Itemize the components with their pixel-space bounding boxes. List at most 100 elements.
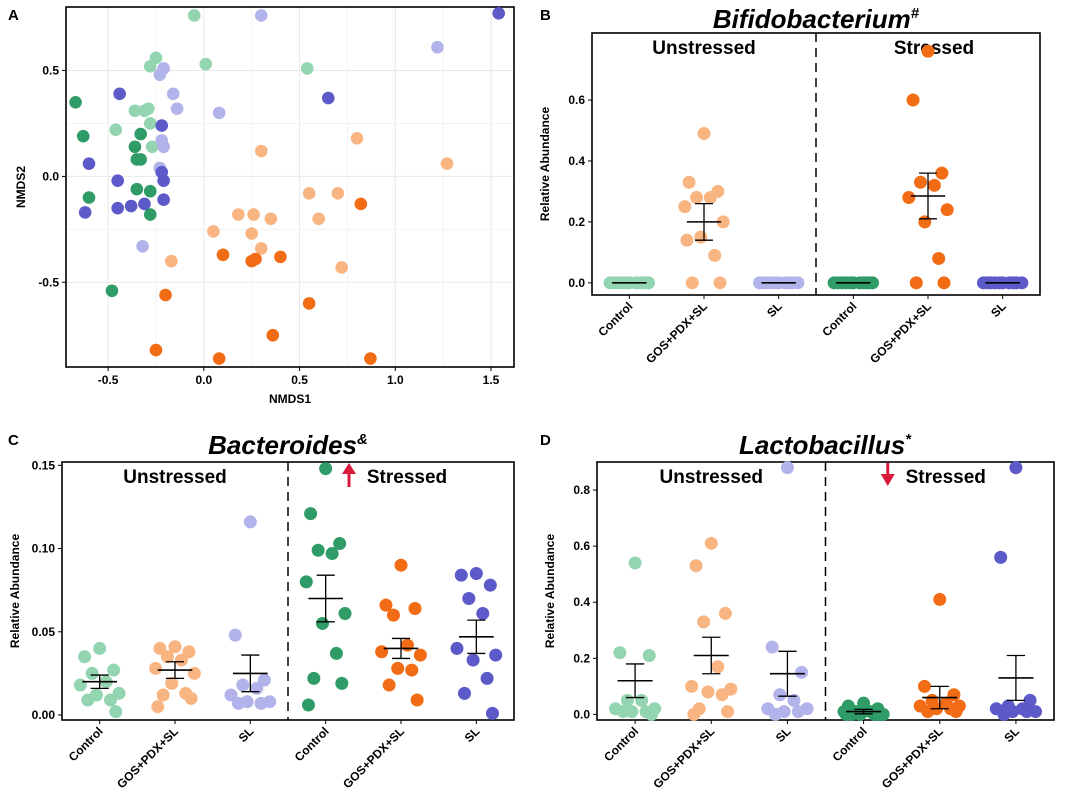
data-point [160, 650, 174, 664]
x-category-label: GOS+PDX+SL [879, 724, 946, 791]
scatter-point [212, 352, 226, 365]
scatter-point [312, 212, 326, 226]
data-point [304, 507, 318, 521]
data-point [335, 676, 349, 690]
data-point [994, 550, 1008, 564]
data-point [319, 462, 333, 476]
x-category-label: GOS+PDX+SL [340, 724, 407, 791]
data-point [78, 650, 92, 664]
y-axis-label: NMDS2 [14, 166, 28, 208]
data-point [73, 678, 87, 692]
data-point [224, 688, 238, 702]
panel-label: C [8, 432, 19, 449]
data-point [254, 696, 268, 710]
x-tick-label: 1.0 [387, 373, 404, 387]
y-axis-label: Relative Abundance [8, 534, 22, 649]
plot-frame [65, 6, 515, 368]
panel-a-nmds-scatter: A -0.5 0.0 0.5 1.0 1.5 -0.5 0.0 0.5 NMDS1 NMDS2 [8, 6, 515, 406]
data-point [156, 688, 170, 702]
data-point [711, 660, 725, 674]
data-point [109, 705, 123, 719]
scatter-point [354, 197, 368, 211]
x-category-label: GOS+PDX+SL [643, 299, 710, 366]
y-tick-label: 0.6 [573, 539, 590, 553]
scatter-point [300, 62, 314, 75]
data-point [873, 707, 887, 721]
scatter-point [187, 9, 201, 22]
data-point [386, 608, 400, 622]
data-point [257, 673, 271, 687]
data-point [151, 700, 165, 714]
x-category-label: SL [236, 724, 257, 745]
data-point [680, 233, 694, 247]
chart-title-text: Bifidobacterium [713, 4, 911, 34]
data-point [329, 646, 343, 660]
y-tick-label: 0.00 [32, 708, 56, 722]
data-point [932, 251, 946, 265]
group-label-unstressed: Unstressed [652, 38, 756, 59]
scatter-point [302, 187, 316, 200]
scatter-point [157, 140, 170, 154]
arrow-head [342, 463, 356, 474]
x-tick-label: -0.5 [98, 373, 119, 387]
scatter-point [143, 59, 157, 73]
data-point [914, 175, 928, 189]
group-label-stressed: Stressed [367, 467, 447, 488]
data-point [1009, 461, 1023, 475]
data-point [690, 191, 704, 205]
scatter-point [69, 95, 82, 109]
chart-title-mark: # [911, 5, 920, 22]
x-category-label: Control [66, 724, 106, 764]
data-point [466, 653, 480, 667]
data-point [375, 645, 389, 659]
x-category-label: GOS+PDX+SL [650, 724, 717, 791]
data-point [85, 666, 99, 680]
data-point [716, 215, 730, 229]
scatter-point [264, 212, 278, 226]
scatter-point [82, 191, 96, 204]
scatter-point [76, 129, 90, 143]
scatter-point [431, 40, 444, 54]
data-point [408, 601, 422, 615]
chart-title-text: Bacteroides [208, 430, 357, 460]
data-point [933, 592, 947, 606]
scatter-point [78, 206, 92, 219]
scatter-point [207, 225, 220, 238]
scatter-point [302, 297, 316, 310]
scatter-point [134, 127, 147, 141]
x-category-label: Control [830, 724, 870, 764]
data-point [839, 707, 853, 721]
data-point [678, 200, 692, 214]
data-point [935, 166, 949, 180]
data-point [795, 665, 809, 679]
scatter-point [128, 104, 142, 118]
x-category-label: Control [595, 299, 635, 339]
y-tick-label: 0.05 [32, 625, 56, 639]
data-point [1023, 693, 1037, 707]
data-point [765, 640, 779, 654]
data-point [642, 649, 656, 662]
scatter-point [134, 153, 147, 166]
chart-title-text: Lactobacillus [739, 430, 905, 460]
x-category-label: SL [764, 299, 785, 320]
data-point [379, 598, 393, 612]
data-point [704, 536, 718, 550]
data-point [81, 693, 95, 707]
data-point [937, 276, 951, 290]
scatter-point [138, 197, 151, 211]
x-category-label: SL [462, 724, 483, 745]
chart-title: Lactobacillus* [739, 430, 912, 460]
y-tick-label: 0.0 [568, 276, 585, 290]
data-point [391, 661, 405, 675]
x-category-label: Control [819, 299, 859, 339]
data-point [382, 678, 396, 692]
data-point [902, 191, 916, 205]
scatter-point [247, 208, 260, 221]
data-point [400, 638, 414, 652]
scatter-point [274, 250, 287, 264]
data-point [489, 648, 503, 662]
group-label-unstressed: Unstressed [660, 467, 764, 488]
data-point [635, 693, 649, 707]
data-point [165, 676, 179, 690]
